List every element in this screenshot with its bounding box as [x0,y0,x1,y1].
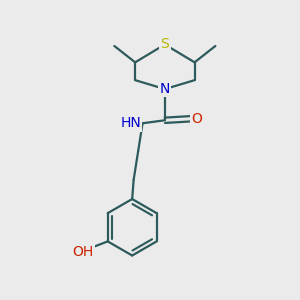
Text: HN: HN [120,116,141,130]
Text: O: O [191,112,202,126]
Text: S: S [160,38,169,52]
Text: OH: OH [72,245,94,260]
Text: N: N [160,82,170,96]
